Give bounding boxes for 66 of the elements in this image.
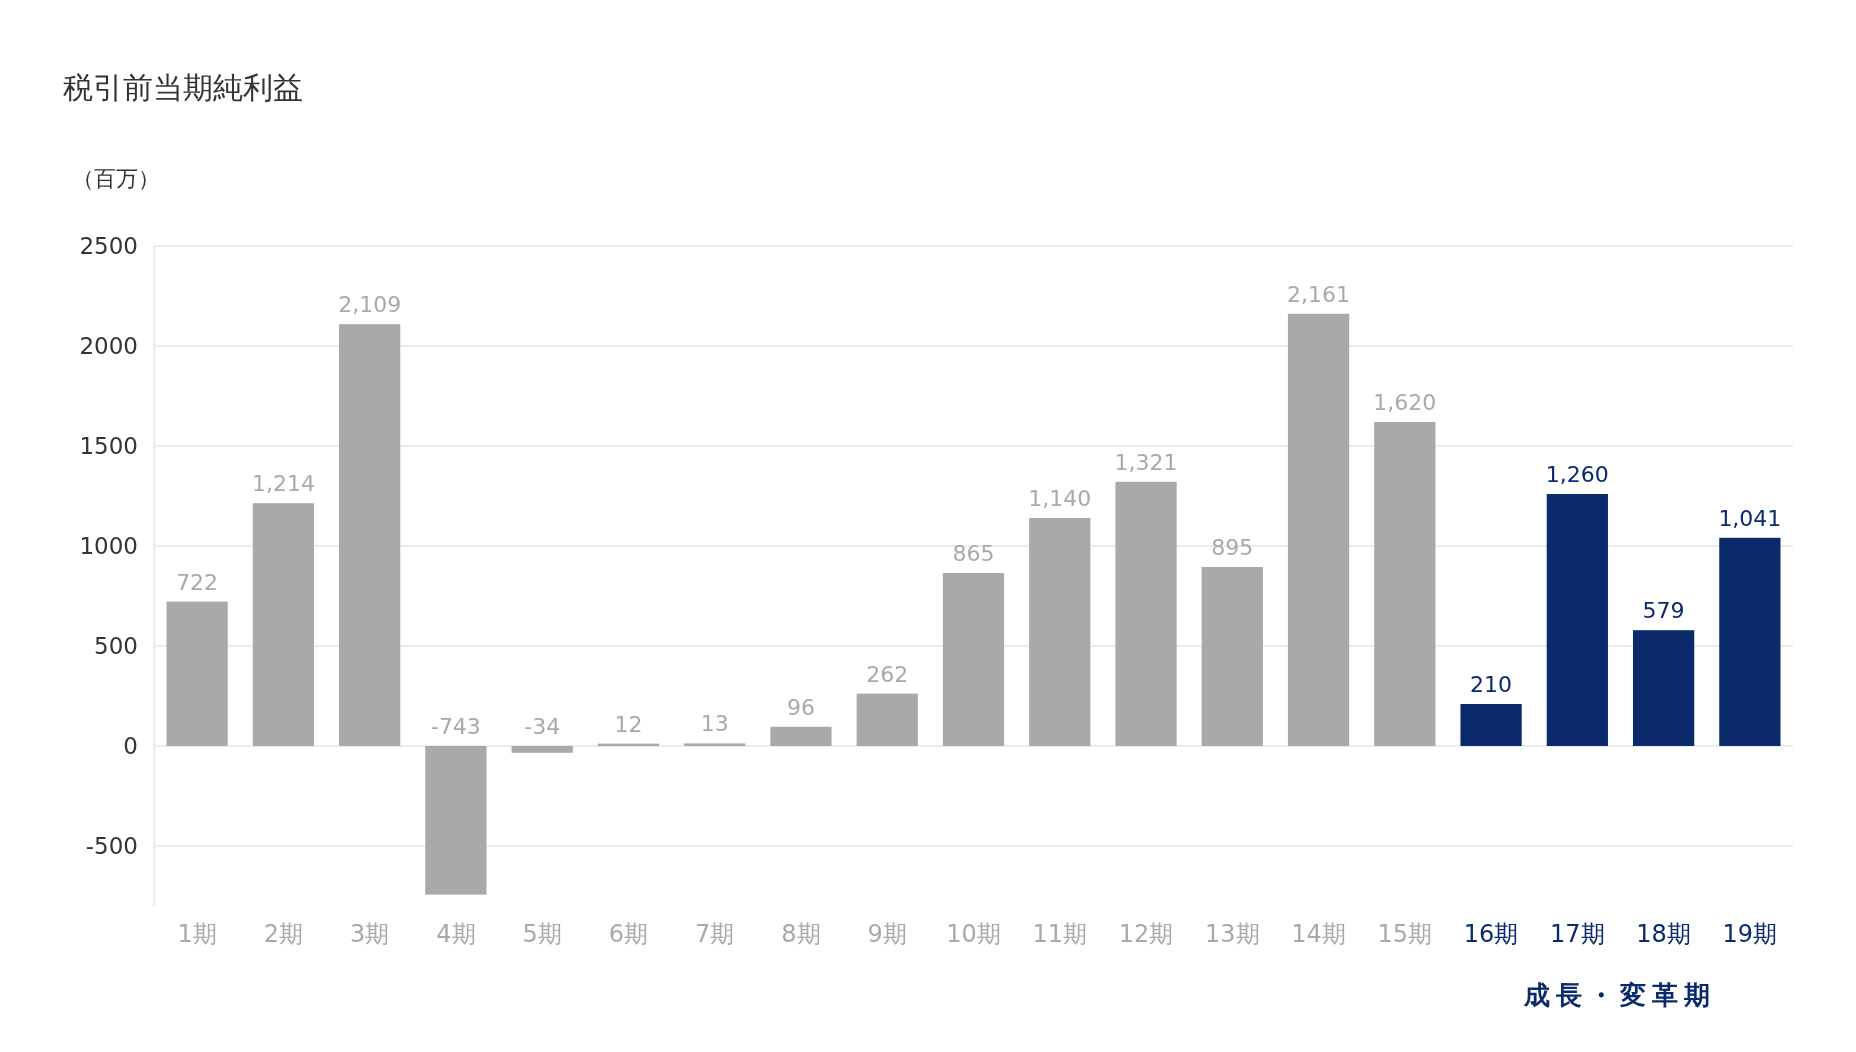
x-tick-label: 7期 xyxy=(695,920,735,948)
data-label: 1,321 xyxy=(1114,449,1178,475)
bar xyxy=(1287,313,1350,746)
data-label: 2,109 xyxy=(338,292,402,318)
data-label: 865 xyxy=(952,541,995,566)
data-label: -743 xyxy=(430,714,481,739)
y-axis-title: （百万） xyxy=(72,166,160,191)
x-tick-label: 5期 xyxy=(522,920,562,948)
x-tick-label: 17期 xyxy=(1550,920,1605,948)
bar xyxy=(1374,422,1436,746)
data-label: 2,161 xyxy=(1287,281,1351,307)
data-label: 1,140 xyxy=(1028,486,1092,511)
bar xyxy=(856,693,918,746)
chart-title: 税引前当期純利益 xyxy=(63,70,303,105)
data-label: 13 xyxy=(700,711,729,737)
x-tick-label: 9期 xyxy=(867,920,907,948)
bar xyxy=(942,573,1005,746)
data-label: 722 xyxy=(176,569,219,595)
data-label: -34 xyxy=(524,714,561,739)
data-label: 1,620 xyxy=(1373,390,1437,415)
bar xyxy=(1632,630,1695,746)
bar xyxy=(425,746,487,895)
data-label: 1,041 xyxy=(1718,505,1782,531)
x-tick-label: 16期 xyxy=(1463,920,1519,948)
data-label: 1,214 xyxy=(251,471,315,497)
bar xyxy=(252,503,315,746)
x-tick-label: 18期 xyxy=(1636,920,1691,948)
y-tick-label: 500 xyxy=(94,633,138,659)
y-tick-label: 1500 xyxy=(79,433,138,459)
x-tick-label: 11期 xyxy=(1032,920,1088,948)
bar xyxy=(511,746,573,753)
x-tick-label: 12期 xyxy=(1118,920,1174,948)
x-tick-label: 15期 xyxy=(1377,920,1433,948)
y-tick-label: 2500 xyxy=(79,233,138,259)
x-tick-label: 2期 xyxy=(263,920,304,948)
data-label: 895 xyxy=(1211,535,1254,560)
y-tick-label: 2000 xyxy=(79,333,138,359)
text: 成長・変革期 xyxy=(1523,980,1717,1010)
data-label: 262 xyxy=(866,661,909,687)
bar xyxy=(1460,704,1522,746)
x-tick-label: 1期 xyxy=(177,920,217,948)
bar xyxy=(339,324,401,746)
x-tick-label: 19期 xyxy=(1722,920,1778,948)
x-tick-label: 14期 xyxy=(1291,920,1346,948)
bar xyxy=(770,726,832,746)
bar xyxy=(1201,567,1263,746)
x-tick-label: 6期 xyxy=(608,920,649,948)
x-tick-label: 10期 xyxy=(946,920,1001,948)
data-label: 210 xyxy=(1470,672,1513,697)
bar xyxy=(166,601,228,746)
bar xyxy=(1029,518,1091,746)
x-tick-label: 8期 xyxy=(781,920,821,948)
data-label: 96 xyxy=(786,694,815,720)
x-tick-label: 3期 xyxy=(350,920,390,948)
x-tick-label: 13期 xyxy=(1205,920,1260,948)
data-label: 579 xyxy=(1642,598,1685,624)
y-tick-label: 1000 xyxy=(79,533,138,559)
data-label: 1,260 xyxy=(1545,462,1609,487)
bar xyxy=(1115,481,1177,746)
bar xyxy=(1719,537,1781,746)
y-tick-label: -500 xyxy=(85,833,138,859)
x-tick-label: 4期 xyxy=(436,920,476,948)
bar xyxy=(1546,494,1608,746)
y-tick-label: 0 xyxy=(123,733,138,759)
bar xyxy=(684,743,746,746)
data-label: 12 xyxy=(614,711,643,737)
